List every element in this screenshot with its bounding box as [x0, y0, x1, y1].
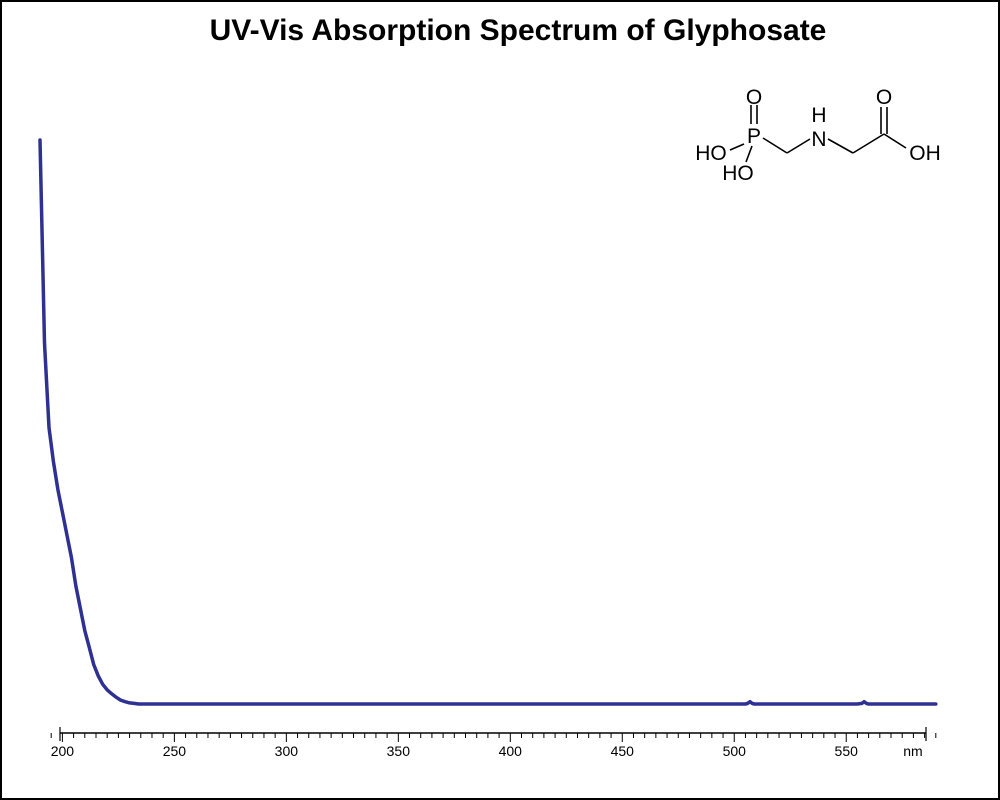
x-axis: [59, 727, 927, 741]
x-tick-label: 300: [275, 743, 299, 759]
atom-o-top: O: [746, 86, 762, 109]
bond-ch2-n: [786, 138, 811, 154]
atom-ho-left: HO: [695, 142, 727, 165]
atom-ho-bottom: HO: [722, 162, 754, 185]
atom-o-carbonyl: O: [876, 86, 892, 109]
series-layer: [38, 138, 938, 706]
x-tick-label: 550: [835, 743, 859, 759]
spectrum-line: [38, 138, 938, 706]
bond-n-ch2: [827, 138, 854, 154]
atom-p: P: [747, 125, 761, 148]
atom-oh: OH: [909, 142, 941, 165]
x-tick-label: 500: [723, 743, 747, 759]
x-tick-label: 350: [387, 743, 411, 759]
bond-ch2-c: [852, 133, 885, 154]
atom-h: H: [811, 104, 826, 127]
x-tick-label: 200: [51, 743, 75, 759]
bond-p-oh-left: [729, 143, 745, 151]
bond-c-oh: [883, 133, 907, 149]
atom-n: N: [811, 128, 826, 151]
x-tick-label: 400: [499, 743, 523, 759]
bond-p-oh-bottom: [745, 145, 753, 163]
chart-title: UV-Vis Absorption Spectrum of Glyphosate: [209, 14, 827, 47]
x-axis-tick-labels: 200 250 300 350 400 450 500 550: [51, 743, 858, 759]
x-axis-ticks: [50, 733, 937, 742]
x-tick-label: 250: [163, 743, 187, 759]
x-tick-label: 450: [611, 743, 635, 759]
x-axis-unit-label: nm: [903, 743, 922, 759]
bond-p-ch2: [762, 137, 788, 154]
